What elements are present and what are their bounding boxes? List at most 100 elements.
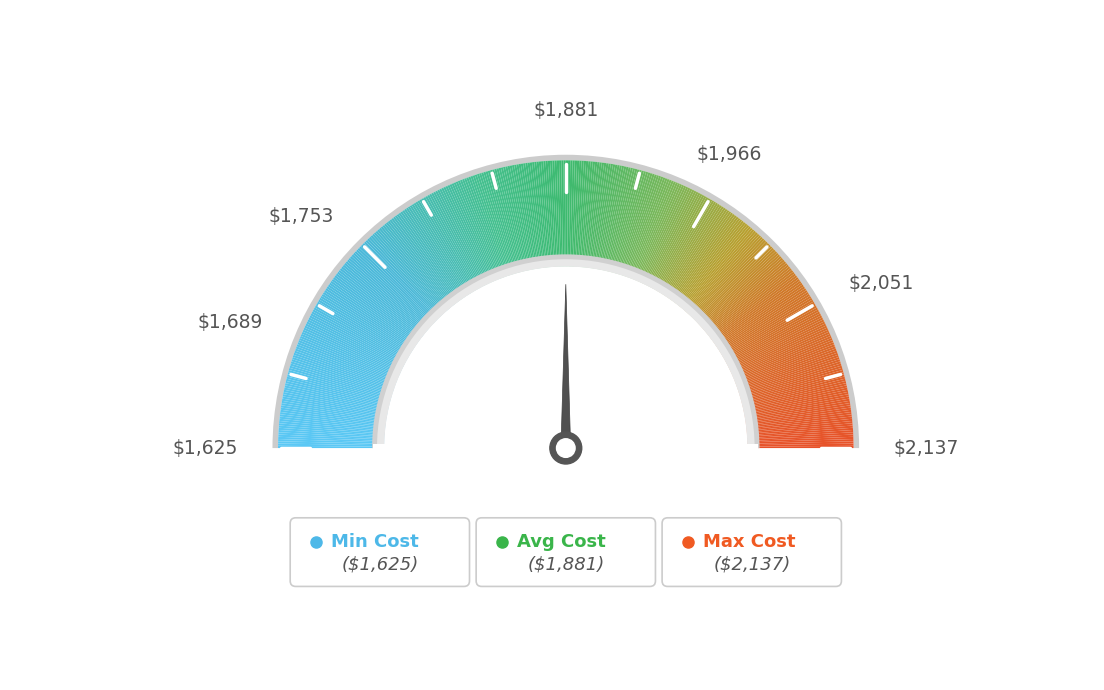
Wedge shape xyxy=(578,161,588,267)
Wedge shape xyxy=(644,188,690,284)
Wedge shape xyxy=(492,169,521,273)
Wedge shape xyxy=(279,419,385,431)
Wedge shape xyxy=(481,172,513,275)
Wedge shape xyxy=(290,362,393,395)
Wedge shape xyxy=(439,188,487,285)
Wedge shape xyxy=(670,213,733,300)
Wedge shape xyxy=(461,179,501,279)
Wedge shape xyxy=(412,204,469,295)
Wedge shape xyxy=(715,284,804,346)
Wedge shape xyxy=(456,181,498,280)
Wedge shape xyxy=(722,302,815,357)
Wedge shape xyxy=(295,348,395,386)
Wedge shape xyxy=(607,168,633,272)
Wedge shape xyxy=(306,324,402,371)
Wedge shape xyxy=(739,362,841,395)
Wedge shape xyxy=(294,353,394,389)
Wedge shape xyxy=(503,167,528,271)
Wedge shape xyxy=(318,299,411,355)
Wedge shape xyxy=(526,163,542,268)
Wedge shape xyxy=(712,277,798,342)
Wedge shape xyxy=(523,163,540,268)
Wedge shape xyxy=(379,228,449,310)
Wedge shape xyxy=(708,268,792,336)
Wedge shape xyxy=(297,344,396,384)
Text: $2,051: $2,051 xyxy=(849,274,914,293)
Wedge shape xyxy=(308,317,404,367)
Wedge shape xyxy=(742,379,846,406)
FancyBboxPatch shape xyxy=(662,518,841,586)
Wedge shape xyxy=(435,190,485,286)
Wedge shape xyxy=(444,187,490,284)
Wedge shape xyxy=(690,238,764,317)
Wedge shape xyxy=(328,284,416,346)
Wedge shape xyxy=(746,426,853,435)
Wedge shape xyxy=(528,163,543,268)
Wedge shape xyxy=(746,421,852,433)
Wedge shape xyxy=(580,161,591,267)
Wedge shape xyxy=(304,328,401,373)
Wedge shape xyxy=(734,342,835,382)
Wedge shape xyxy=(728,317,824,367)
Wedge shape xyxy=(554,160,560,266)
Wedge shape xyxy=(317,302,410,357)
Wedge shape xyxy=(732,332,830,376)
Wedge shape xyxy=(729,319,825,368)
Text: $2,137: $2,137 xyxy=(893,439,958,457)
Wedge shape xyxy=(701,256,782,328)
Wedge shape xyxy=(588,163,604,268)
Wedge shape xyxy=(747,428,853,437)
Wedge shape xyxy=(628,178,668,278)
Circle shape xyxy=(550,432,582,464)
Wedge shape xyxy=(747,446,853,448)
Wedge shape xyxy=(740,368,842,399)
Text: ($2,137): ($2,137) xyxy=(713,555,790,574)
Wedge shape xyxy=(278,432,384,440)
Wedge shape xyxy=(567,160,571,266)
Wedge shape xyxy=(361,244,437,321)
Wedge shape xyxy=(667,209,728,298)
Wedge shape xyxy=(349,258,429,329)
Wedge shape xyxy=(703,259,785,331)
Wedge shape xyxy=(280,410,386,425)
Wedge shape xyxy=(295,351,395,388)
Wedge shape xyxy=(654,196,707,290)
Wedge shape xyxy=(341,266,425,335)
Wedge shape xyxy=(537,161,549,268)
Wedge shape xyxy=(743,388,848,411)
Wedge shape xyxy=(747,432,853,440)
Wedge shape xyxy=(530,162,544,268)
Wedge shape xyxy=(625,176,661,277)
Wedge shape xyxy=(682,228,753,310)
Wedge shape xyxy=(468,177,506,277)
Wedge shape xyxy=(423,197,477,290)
Wedge shape xyxy=(464,178,503,278)
Wedge shape xyxy=(705,265,789,333)
Wedge shape xyxy=(287,377,390,404)
Wedge shape xyxy=(715,286,805,347)
Wedge shape xyxy=(315,306,408,359)
Wedge shape xyxy=(364,241,439,319)
Wedge shape xyxy=(358,248,435,323)
Wedge shape xyxy=(517,164,537,269)
Wedge shape xyxy=(365,240,440,317)
Wedge shape xyxy=(745,408,851,424)
Wedge shape xyxy=(534,161,548,268)
Wedge shape xyxy=(330,281,418,344)
Wedge shape xyxy=(618,172,650,275)
Wedge shape xyxy=(543,161,553,267)
Wedge shape xyxy=(665,206,724,296)
Wedge shape xyxy=(613,170,641,273)
Wedge shape xyxy=(344,263,427,333)
Wedge shape xyxy=(646,190,694,286)
Wedge shape xyxy=(301,332,400,376)
Wedge shape xyxy=(429,194,481,288)
Wedge shape xyxy=(556,160,562,266)
Wedge shape xyxy=(736,348,837,386)
Wedge shape xyxy=(282,399,388,418)
Wedge shape xyxy=(293,355,394,391)
Wedge shape xyxy=(743,383,847,408)
Wedge shape xyxy=(657,199,712,292)
Wedge shape xyxy=(508,166,530,270)
Wedge shape xyxy=(289,366,392,397)
